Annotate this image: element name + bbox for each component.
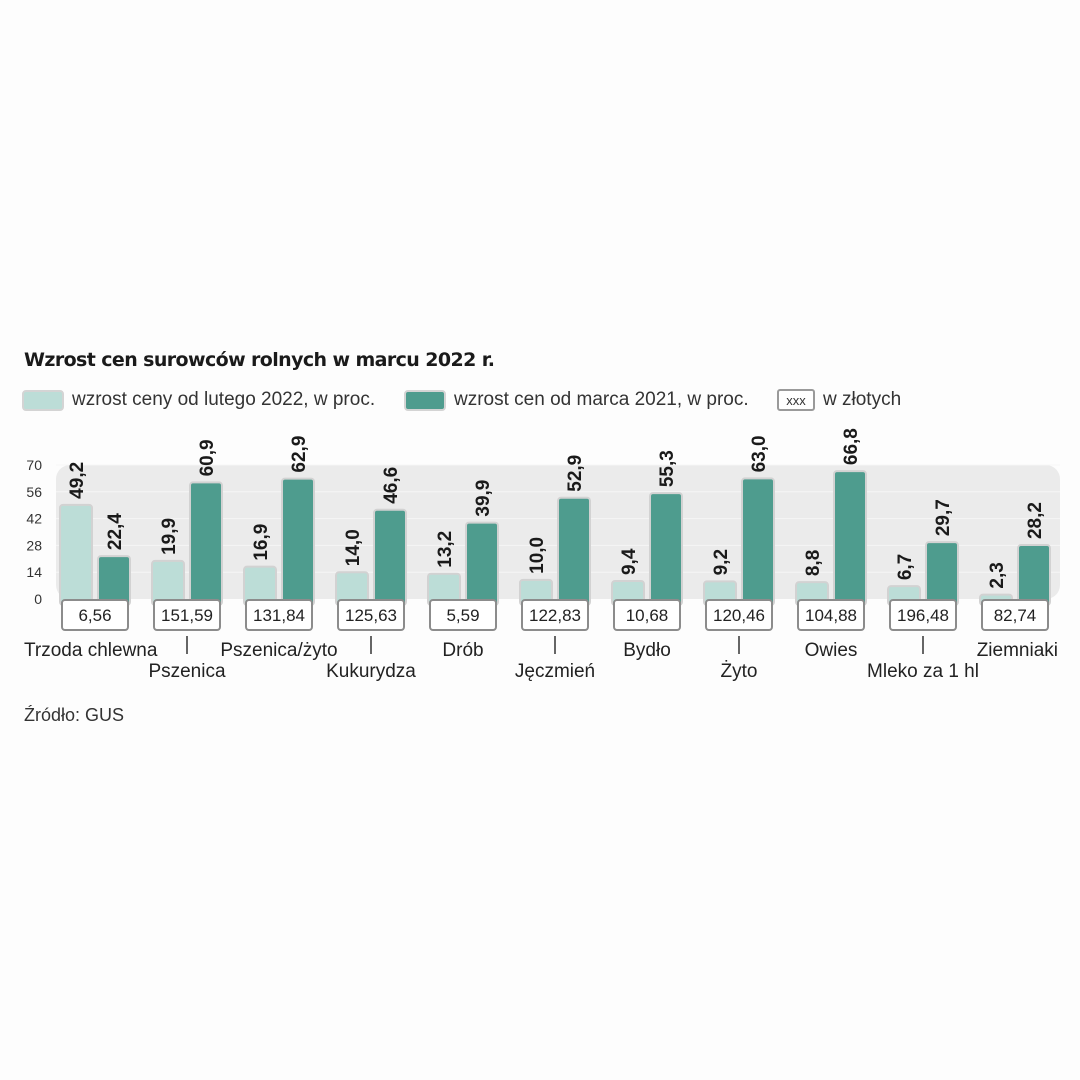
y-tick-label: 14 [26,564,42,580]
bar-series2 [465,521,499,606]
category-label: Owies [805,640,858,661]
value-label-series2: 55,3 [657,450,678,487]
price-label: 125,63 [345,606,397,625]
price-box [705,599,773,631]
bar-series2 [1017,544,1051,607]
bar-series2 [925,541,959,606]
price-box [889,599,957,631]
value-label-series2: 22,4 [105,513,126,550]
y-tick-label: 70 [26,457,42,473]
value-label-series2: 63,0 [749,435,770,472]
legend-price-box: xxx [777,389,815,411]
category-label: Kukurydza [326,661,416,682]
category-label: Mleko za 1 hl [867,661,979,682]
bar-series2 [649,492,683,607]
price-box [521,599,589,631]
value-label-series2: 62,9 [289,436,310,473]
price-box [337,599,405,631]
category-label: Bydło [623,640,671,661]
price-label: 104,88 [805,606,857,625]
value-label-series1: 13,2 [435,531,456,568]
y-tick-label: 42 [26,511,42,527]
category-label: Trzoda chlewna [24,640,158,661]
value-label-series1: 19,9 [159,518,180,555]
price-label: 151,59 [161,606,213,625]
price-box [797,599,865,631]
value-label-series2: 46,6 [381,467,402,504]
bar-series1 [151,559,185,606]
legend-label-series1: wzrost ceny od lutego 2022, w proc. [72,389,376,410]
value-label-series1: 6,7 [895,554,916,580]
category-label: Ziemniaki [977,640,1058,661]
bar-series2 [557,496,591,606]
value-label-series2: 29,7 [933,499,954,536]
legend-item-series1: wzrost ceny od lutego 2022, w proc. [22,386,375,414]
price-box [245,599,313,631]
category-label: Pszenica/żyto [220,640,337,661]
price-label: 82,74 [994,606,1037,625]
price-box [613,599,681,631]
value-label-series1: 9,4 [619,548,640,575]
value-label-series2: 39,9 [473,480,494,517]
price-label: 122,83 [529,606,581,625]
chart-title: Wzrost cen surowców rolnych w marcu 2022… [24,349,495,371]
legend-label-series2: wzrost cen od marca 2021, w proc. [454,389,749,410]
value-label-series1: 9,2 [711,549,732,575]
bar-series2 [281,477,315,606]
value-label-series1: 16,9 [251,524,272,561]
price-label: 10,68 [626,606,669,625]
price-label: 6,56 [78,606,111,625]
price-label: 131,84 [253,606,305,625]
bar-series2 [373,508,407,606]
value-label-series1: 14,0 [343,529,364,566]
bar-series1 [59,503,93,606]
value-label-series2: 60,9 [197,439,218,476]
value-label-series1: 2,3 [987,562,1008,588]
source-note: Źródło: GUS [24,705,125,725]
legend-swatch-series1 [22,389,64,411]
category-label: Jęczmień [515,661,595,682]
bar-series2 [833,470,867,606]
legend-item-price: xxx w złotych [777,386,901,414]
y-tick-label: 56 [26,484,42,500]
y-tick-label: 0 [34,591,42,607]
bar-series2 [741,477,775,606]
price-label: 120,46 [713,606,765,625]
price-label: 196,48 [897,606,949,625]
bar-series2 [97,555,131,606]
y-tick-label: 28 [26,537,42,553]
category-label: Pszenica [148,661,226,682]
legend-label-price: w złotych [823,389,902,410]
legend-swatch-series2 [404,389,446,411]
price-box [61,599,129,631]
price-box [981,599,1049,631]
legend-item-series2: wzrost cen od marca 2021, w proc. [404,386,749,414]
value-label-series2: 52,9 [565,455,586,492]
price-label: 5,59 [446,606,479,625]
value-label-series2: 28,2 [1025,502,1046,539]
category-label: Żyto [721,661,758,682]
value-label-series1: 49,2 [67,462,88,499]
value-label-series1: 10,0 [527,537,548,574]
value-label-series2: 66,8 [841,428,862,465]
price-box [153,599,221,631]
value-label-series1: 8,8 [803,550,824,576]
category-label: Drób [442,640,483,661]
price-box [429,599,497,631]
bar-series2 [189,481,223,607]
